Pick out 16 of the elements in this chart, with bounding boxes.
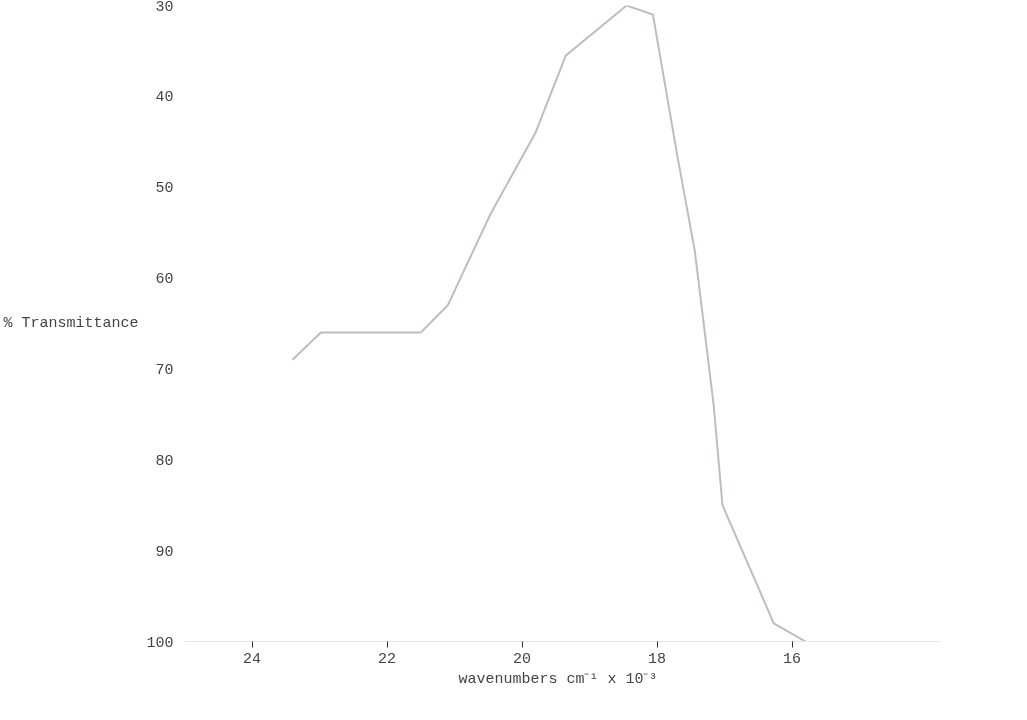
line-series: [291, 5, 807, 642]
y-tick-label: 60: [155, 271, 174, 289]
y-tick-label: 40: [155, 89, 174, 107]
y-tick-label: 30: [155, 0, 174, 16]
y-tick-label: 100: [146, 634, 174, 652]
x-tick-label: 20: [513, 650, 532, 668]
x-tick-label: 18: [648, 650, 667, 668]
y-tick-label: 90: [155, 543, 174, 561]
y-axis-title: % Transmittance: [3, 315, 139, 332]
x-tick-label: 16: [783, 650, 802, 668]
y-tick-label: 50: [155, 180, 174, 198]
x-tick-label: 22: [378, 650, 397, 668]
x-axis-title: wavenumbers cm⁻¹ x 10⁻³: [458, 670, 658, 688]
y-tick-label: 70: [155, 361, 174, 379]
y-tick-label: 80: [155, 452, 174, 470]
x-tick-label: 24: [243, 650, 262, 668]
